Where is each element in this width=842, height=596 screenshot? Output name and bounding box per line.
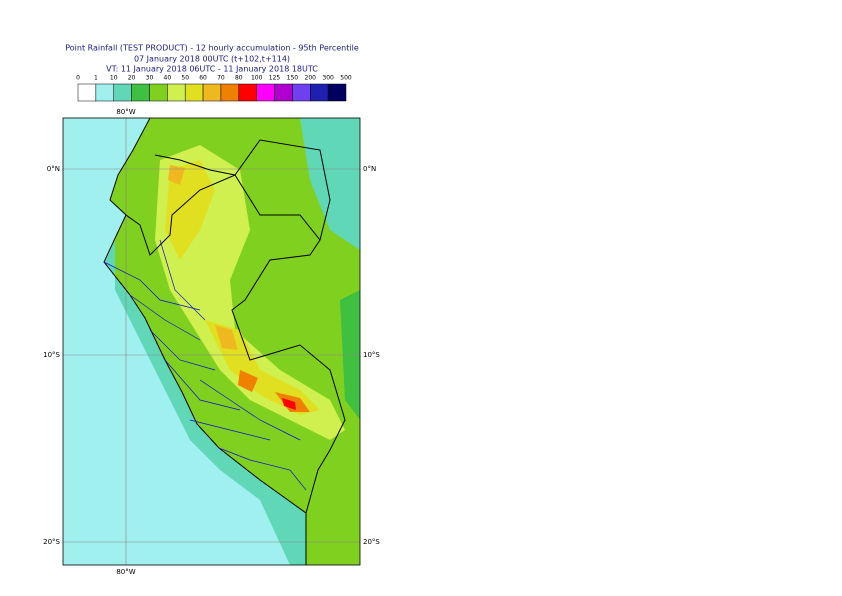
- legend-swatch: [95, 83, 114, 102]
- legend-swatch: [184, 83, 204, 102]
- legend-swatch: [274, 83, 293, 102]
- title: Point Rainfall (TEST PRODUCT) - 12 hourl…: [65, 44, 359, 53]
- legend-swatch: [292, 83, 311, 102]
- subtitle: 07 January 2018 00UTC (t+102,t+114): [134, 55, 290, 64]
- country-borders: [103, 117, 346, 565]
- legend-swatch: [256, 83, 275, 102]
- lat-label: 20°S: [363, 538, 380, 546]
- legend-label: 200: [305, 75, 317, 82]
- legend-swatch: [167, 83, 186, 102]
- legend-label: 20: [128, 75, 136, 82]
- lat-label: 10°S: [43, 351, 60, 359]
- lat-label: 20°S: [43, 538, 60, 546]
- lat-label: 0°N: [363, 165, 376, 173]
- map-frame: [62, 117, 361, 566]
- legend-label: 150: [287, 75, 299, 82]
- legend-label: 60: [199, 75, 207, 82]
- legend-label: 125: [269, 75, 281, 82]
- legend-swatch: [113, 83, 132, 102]
- legend-swatch: [220, 83, 240, 102]
- lon-label: 80°W: [116, 108, 135, 116]
- valid-time: VT: 11 January 2018 06UTC - 11 January 2…: [106, 65, 318, 74]
- legend: 0 1 10 20 30 40 50 60 70 80 100 125 150 200 300 500: [76, 75, 352, 102]
- legend-swatch: [327, 83, 347, 102]
- graticule: [63, 118, 360, 565]
- lat-label: 0°N: [47, 165, 60, 173]
- legend-label: 10: [110, 75, 118, 82]
- lat-label: 10°S: [363, 351, 380, 359]
- legend-label: 1: [94, 75, 98, 82]
- legend-swatch: [310, 83, 329, 102]
- region-borders: [103, 239, 307, 491]
- legend-swatch: [77, 83, 97, 102]
- legend-swatch: [202, 83, 222, 102]
- legend-label: 500: [340, 75, 352, 82]
- legend-label: 70: [217, 75, 225, 82]
- legend-label: 300: [322, 75, 334, 82]
- rainfall-field: [63, 118, 360, 565]
- legend-swatch: [149, 83, 168, 102]
- legend-label: 0: [76, 75, 80, 82]
- legend-swatch: [238, 83, 257, 102]
- legend-label: 100: [251, 75, 263, 82]
- legend-swatch: [131, 83, 150, 102]
- legend-label: 40: [164, 75, 172, 82]
- legend-label: 50: [181, 75, 189, 82]
- lon-label: 80°W: [116, 568, 135, 576]
- legend-label: 30: [146, 75, 154, 82]
- legend-label: 80: [235, 75, 243, 82]
